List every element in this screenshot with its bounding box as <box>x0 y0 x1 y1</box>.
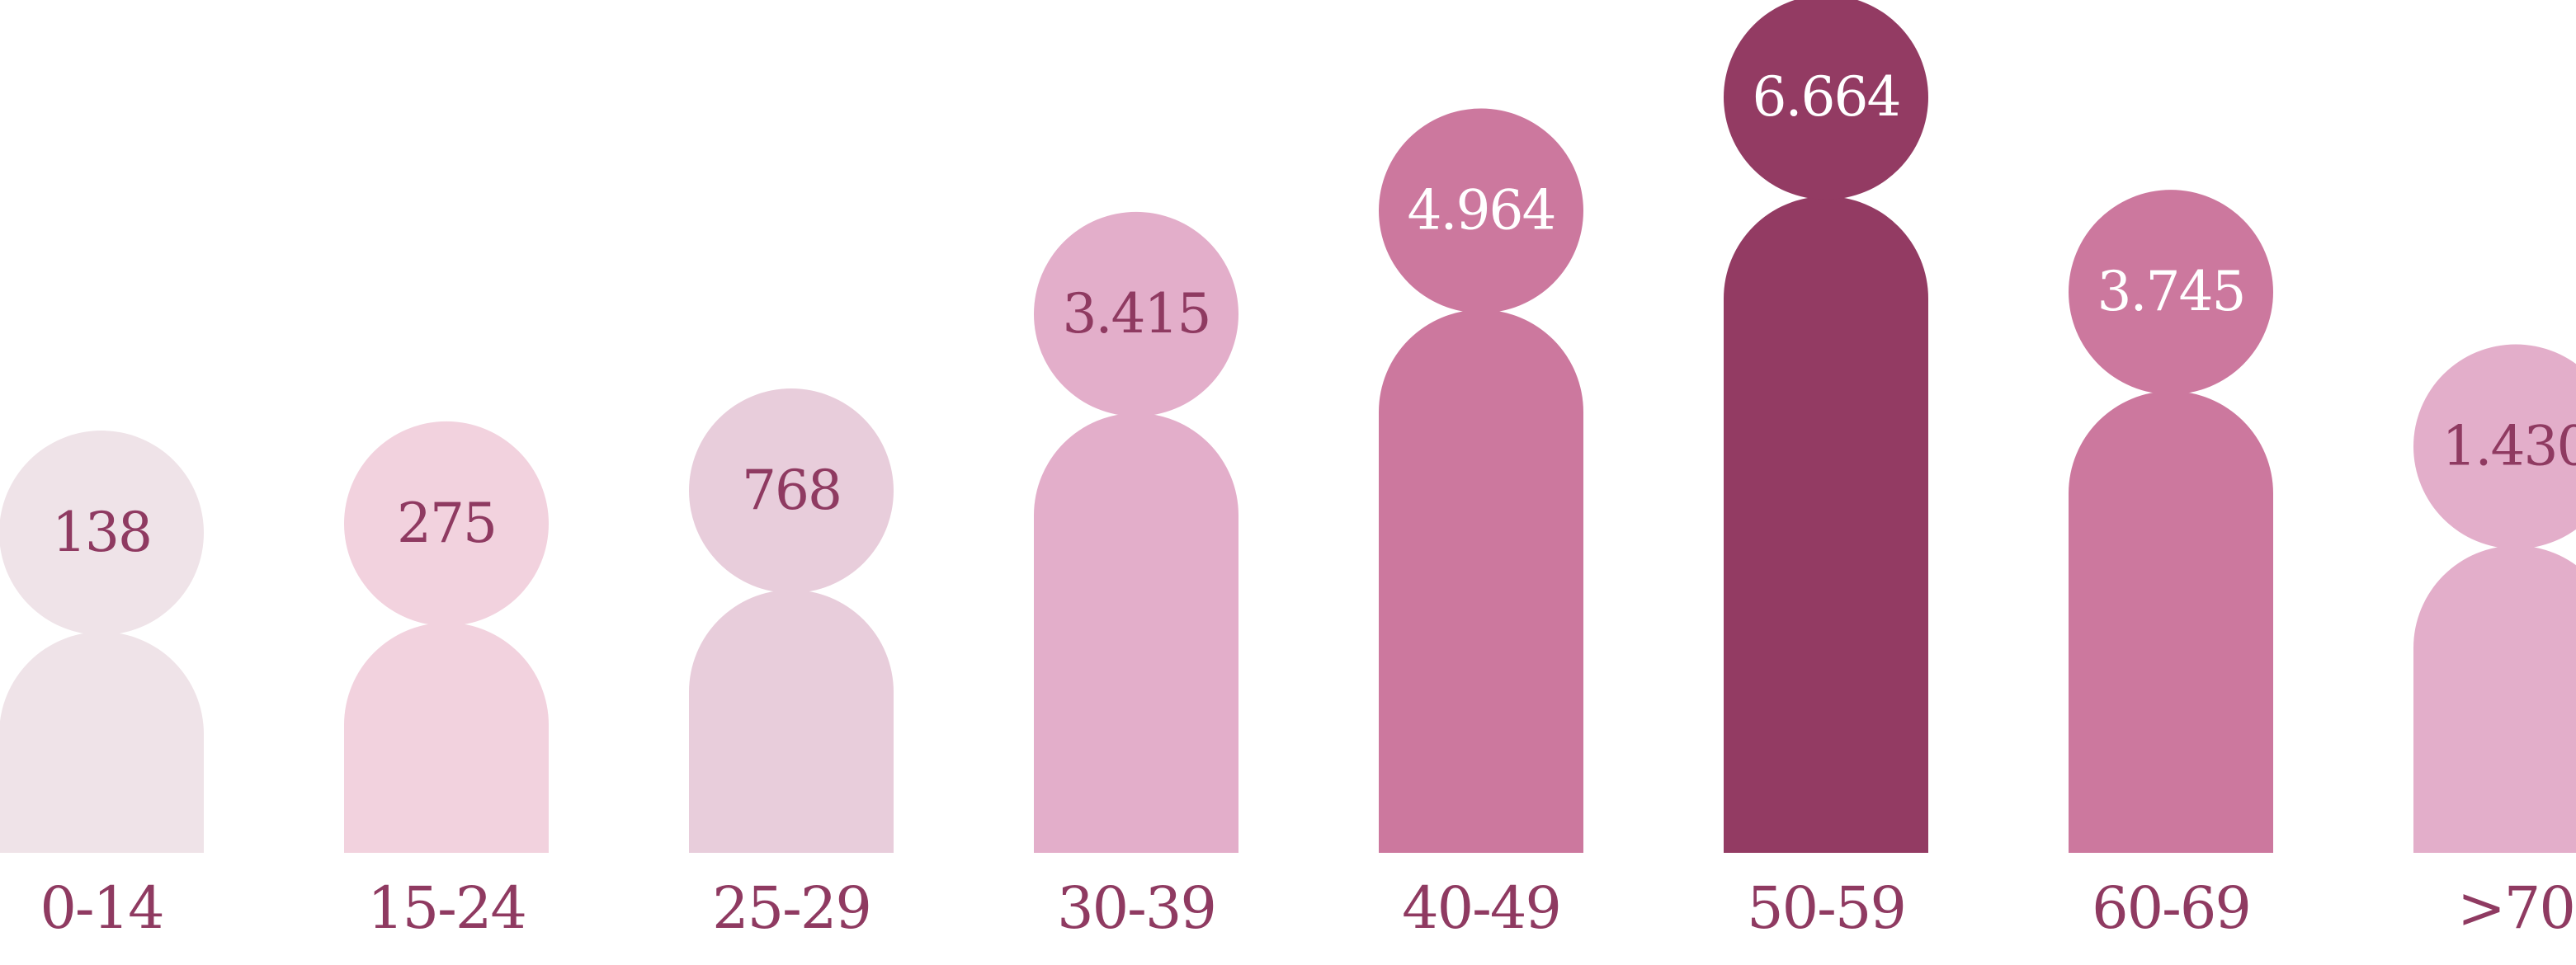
category-label-4: 30-39 <box>1057 874 1215 942</box>
bar-head-6 <box>1724 0 1928 200</box>
category-label-8: >70 <box>2457 874 2574 942</box>
value-label-2: 275 <box>397 492 496 555</box>
bar-body-8 <box>2413 545 2576 853</box>
bar-head-2 <box>344 421 549 626</box>
bar-body-2 <box>344 622 549 853</box>
value-label-1: 138 <box>52 501 151 564</box>
category-label-6: 50-59 <box>1747 874 1905 942</box>
category-label-7: 60-69 <box>2092 874 2250 942</box>
bar-group-3: 768 25-29 <box>689 388 894 942</box>
bar-group-2: 275 15-24 <box>344 421 549 942</box>
bar-group-7: 3.745 60-69 <box>2069 190 2273 942</box>
value-label-3: 768 <box>742 459 841 522</box>
bar-group-1: 138 0-14 <box>0 431 204 942</box>
category-label-1: 0-14 <box>40 874 163 942</box>
bar-group-5: 4.964 40-49 <box>1379 108 1583 942</box>
bar-body-6 <box>1724 196 1928 853</box>
value-label-7: 3.745 <box>2097 260 2245 323</box>
bar-body-5 <box>1379 309 1583 853</box>
value-label-8: 1.430 <box>2442 414 2576 478</box>
value-label-4: 3.415 <box>1063 282 1210 346</box>
bar-body-7 <box>2069 391 2273 853</box>
bar-group-8: 1.430 >70 <box>2413 344 2576 942</box>
bar-group-4: 3.415 30-39 <box>1034 211 1238 942</box>
category-label-3: 25-29 <box>712 874 870 942</box>
bar-head-4 <box>1034 211 1238 417</box>
category-label-5: 40-49 <box>1402 874 1560 942</box>
category-label-2: 15-24 <box>367 874 526 942</box>
bar-body-3 <box>689 590 894 853</box>
bar-head-8 <box>2413 344 2576 549</box>
bar-head-7 <box>2069 190 2273 395</box>
bar-group-6: 6.664 50-59 <box>1724 0 1928 942</box>
bar-head-3 <box>689 388 894 594</box>
value-label-6: 6.664 <box>1753 65 1900 129</box>
value-label-5: 4.964 <box>1408 179 1555 242</box>
bar-body-1 <box>0 632 204 853</box>
bar-body-4 <box>1034 412 1238 853</box>
bar-head-5 <box>1379 108 1583 313</box>
bar-head-1 <box>0 431 204 635</box>
